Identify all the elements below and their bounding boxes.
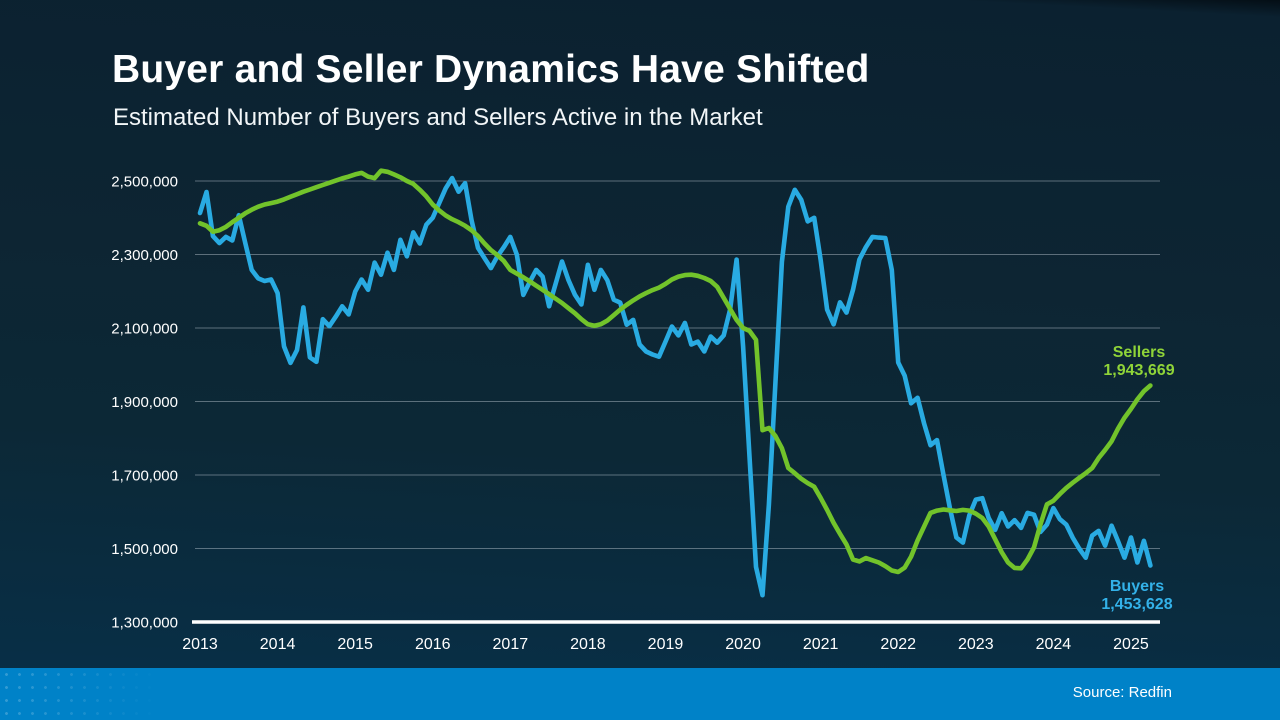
y-axis-label: 1,900,000	[111, 394, 178, 411]
x-axis-label: 2020	[725, 636, 761, 653]
x-axis-label: 2023	[958, 636, 994, 653]
x-axis-label: 2016	[415, 636, 451, 653]
x-axis-label: 2022	[880, 636, 916, 653]
buyers-line-series	[197, 175, 1153, 598]
source-credit: Source: Redfin	[1072, 684, 1172, 701]
buyers-series-label: Buyers	[1109, 578, 1165, 595]
x-axis-label: 2013	[182, 636, 218, 653]
y-axis-label: 1,500,000	[111, 541, 178, 558]
y-axis-label: 1,300,000	[111, 615, 178, 632]
footer-bar: Source: Redfin	[0, 668, 1280, 720]
x-axis-label: 2017	[493, 636, 529, 653]
y-axis-label: 2,300,000	[111, 247, 178, 264]
buyers-end-annotation: Buyers 1,453,628	[1057, 578, 1217, 614]
sellers-line-series	[197, 168, 1153, 575]
x-axis-label: 2024	[1036, 636, 1072, 653]
y-axis-label: 2,500,000	[111, 174, 178, 191]
x-axis-label: 2015	[337, 636, 373, 653]
sellers-end-annotation: Sellers 1,943,669	[1059, 344, 1219, 380]
x-axis-label: 2025	[1113, 636, 1149, 653]
page-title: Buyer and Seller Dynamics Have Shifted	[112, 48, 870, 91]
footer-dot-pattern	[0, 668, 160, 720]
page-subtitle: Estimated Number of Buyers and Sellers A…	[113, 104, 763, 131]
sellers-series-label: Sellers	[1112, 344, 1166, 361]
x-axis-label: 2019	[648, 636, 684, 653]
y-axis-label: 2,100,000	[111, 321, 178, 338]
x-axis-label: 2021	[803, 636, 839, 653]
y-axis-label: 1,700,000	[111, 468, 178, 485]
buyers-end-value: 1,453,628	[1101, 596, 1173, 613]
sellers-end-value: 1,943,669	[1103, 362, 1175, 379]
x-axis-label: 2018	[570, 636, 606, 653]
x-axis-label: 2014	[260, 636, 296, 653]
